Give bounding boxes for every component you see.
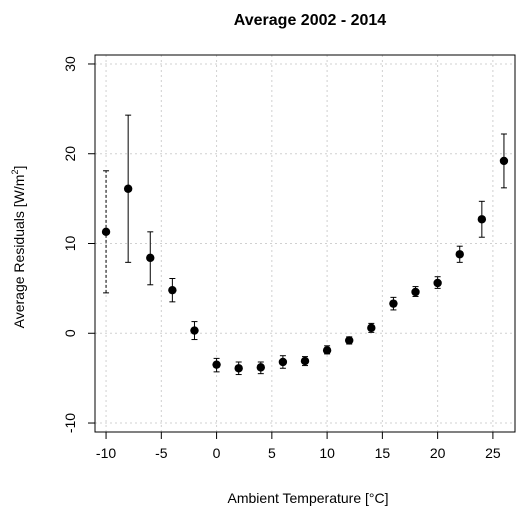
y-axis-label-end: ] [11,166,27,170]
data-point [411,287,420,297]
x-axis-label: Ambient Temperature [°C] [228,490,389,506]
data-point [278,357,288,367]
x-tick-label: 15 [375,445,391,461]
data-point [455,250,464,259]
x-tick-label: -10 [96,445,116,461]
chart-title: Average 2002 - 2014 [234,12,387,29]
x-tick-label: 5 [268,445,276,461]
y-axis-label-main: Average Residuals [W/m [11,175,27,329]
x-axis: -10 -5 0 5 10 15 20 25 [96,432,501,461]
y-tick-label: 30 [62,56,78,72]
y-axis-label: Average Residuals [W/m2] [10,166,27,329]
data-points [101,156,509,373]
data-point [300,356,310,366]
y-tick-label: -10 [62,413,78,433]
y-tick-label: 10 [62,236,78,252]
y-axis-label-superscript: 2 [10,170,20,175]
x-tick-label: -5 [155,445,168,461]
data-point [322,346,332,355]
data-point [212,360,221,369]
y-axis: -10 0 10 20 30 [62,56,95,433]
x-tick-label: 20 [430,445,446,461]
data-point [433,278,442,288]
data-point [234,364,243,373]
data-point [345,336,354,345]
x-tick-label: 10 [319,445,335,461]
data-point [101,227,111,237]
data-point [123,184,133,193]
data-point [389,299,398,308]
data-point [477,215,487,224]
data-point [256,363,265,372]
y-tick-label: 20 [62,146,78,162]
y-tick-label: 0 [62,329,78,337]
x-tick-label: 0 [213,445,221,461]
data-point [367,323,376,333]
data-point [190,326,199,335]
data-point [499,156,509,166]
data-point [146,253,155,263]
x-tick-label: 25 [485,445,501,461]
grid-lines [95,55,515,432]
data-point [168,285,177,295]
